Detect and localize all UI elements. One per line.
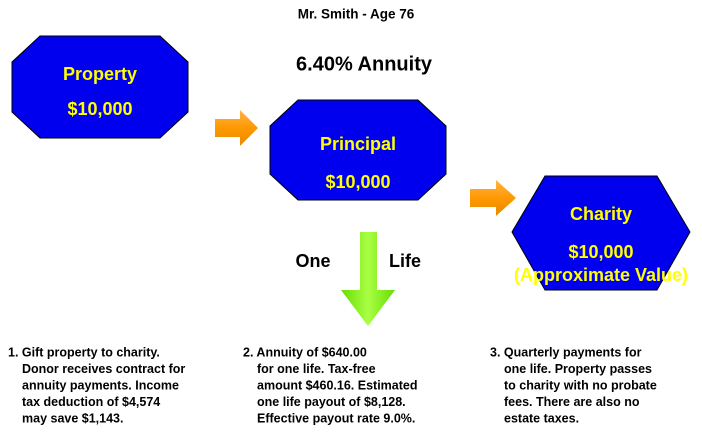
- step-line: tax deduction of $4,574: [22, 395, 160, 409]
- step-line: 3. Quarterly payments for: [490, 345, 642, 359]
- step-line: may save $1,143.: [22, 411, 123, 425]
- step-line: Effective payout rate 9.0%.: [257, 411, 415, 425]
- arrow-label: Life: [389, 251, 421, 271]
- flow-arrow: [470, 180, 516, 216]
- arrow-label: One: [295, 251, 330, 271]
- node-label: Principal: [320, 134, 396, 154]
- step-line: annuity payments. Income: [22, 378, 179, 392]
- title: Mr. Smith - Age 76: [298, 7, 415, 22]
- property-node: [11, 35, 189, 139]
- step-line: 2. Annuity of $640.00: [243, 345, 367, 359]
- node-amount: $10,000: [67, 99, 132, 119]
- step-line: Donor receives contract for: [22, 362, 185, 376]
- node-amount: $10,000: [325, 172, 390, 192]
- step-line: fees. There are also no: [504, 395, 640, 409]
- node-note: (Approximate Value): [514, 265, 688, 285]
- node-label: Charity: [570, 204, 632, 224]
- step-line: to charity with no probate: [504, 378, 657, 392]
- step-line: amount $460.16. Estimated: [257, 378, 417, 392]
- down-arrow: [341, 232, 395, 326]
- principal-node: [269, 99, 447, 201]
- steps: 1. Gift property to charity. Donor receiv…: [8, 345, 657, 425]
- charity-node: [511, 175, 691, 291]
- step-line: for one life. Tax-free: [257, 362, 376, 376]
- step-line: one life payout of $8,128.: [257, 395, 406, 409]
- node-amount: $10,000: [568, 242, 633, 262]
- flow-arrow: [215, 110, 258, 146]
- subtitle: 6.40% Annuity: [296, 53, 433, 75]
- step-line: 1. Gift property to charity.: [8, 345, 160, 359]
- node-label: Property: [63, 64, 137, 84]
- step-line: one life. Property passes: [504, 362, 652, 376]
- step-line: estate taxes.: [504, 411, 579, 425]
